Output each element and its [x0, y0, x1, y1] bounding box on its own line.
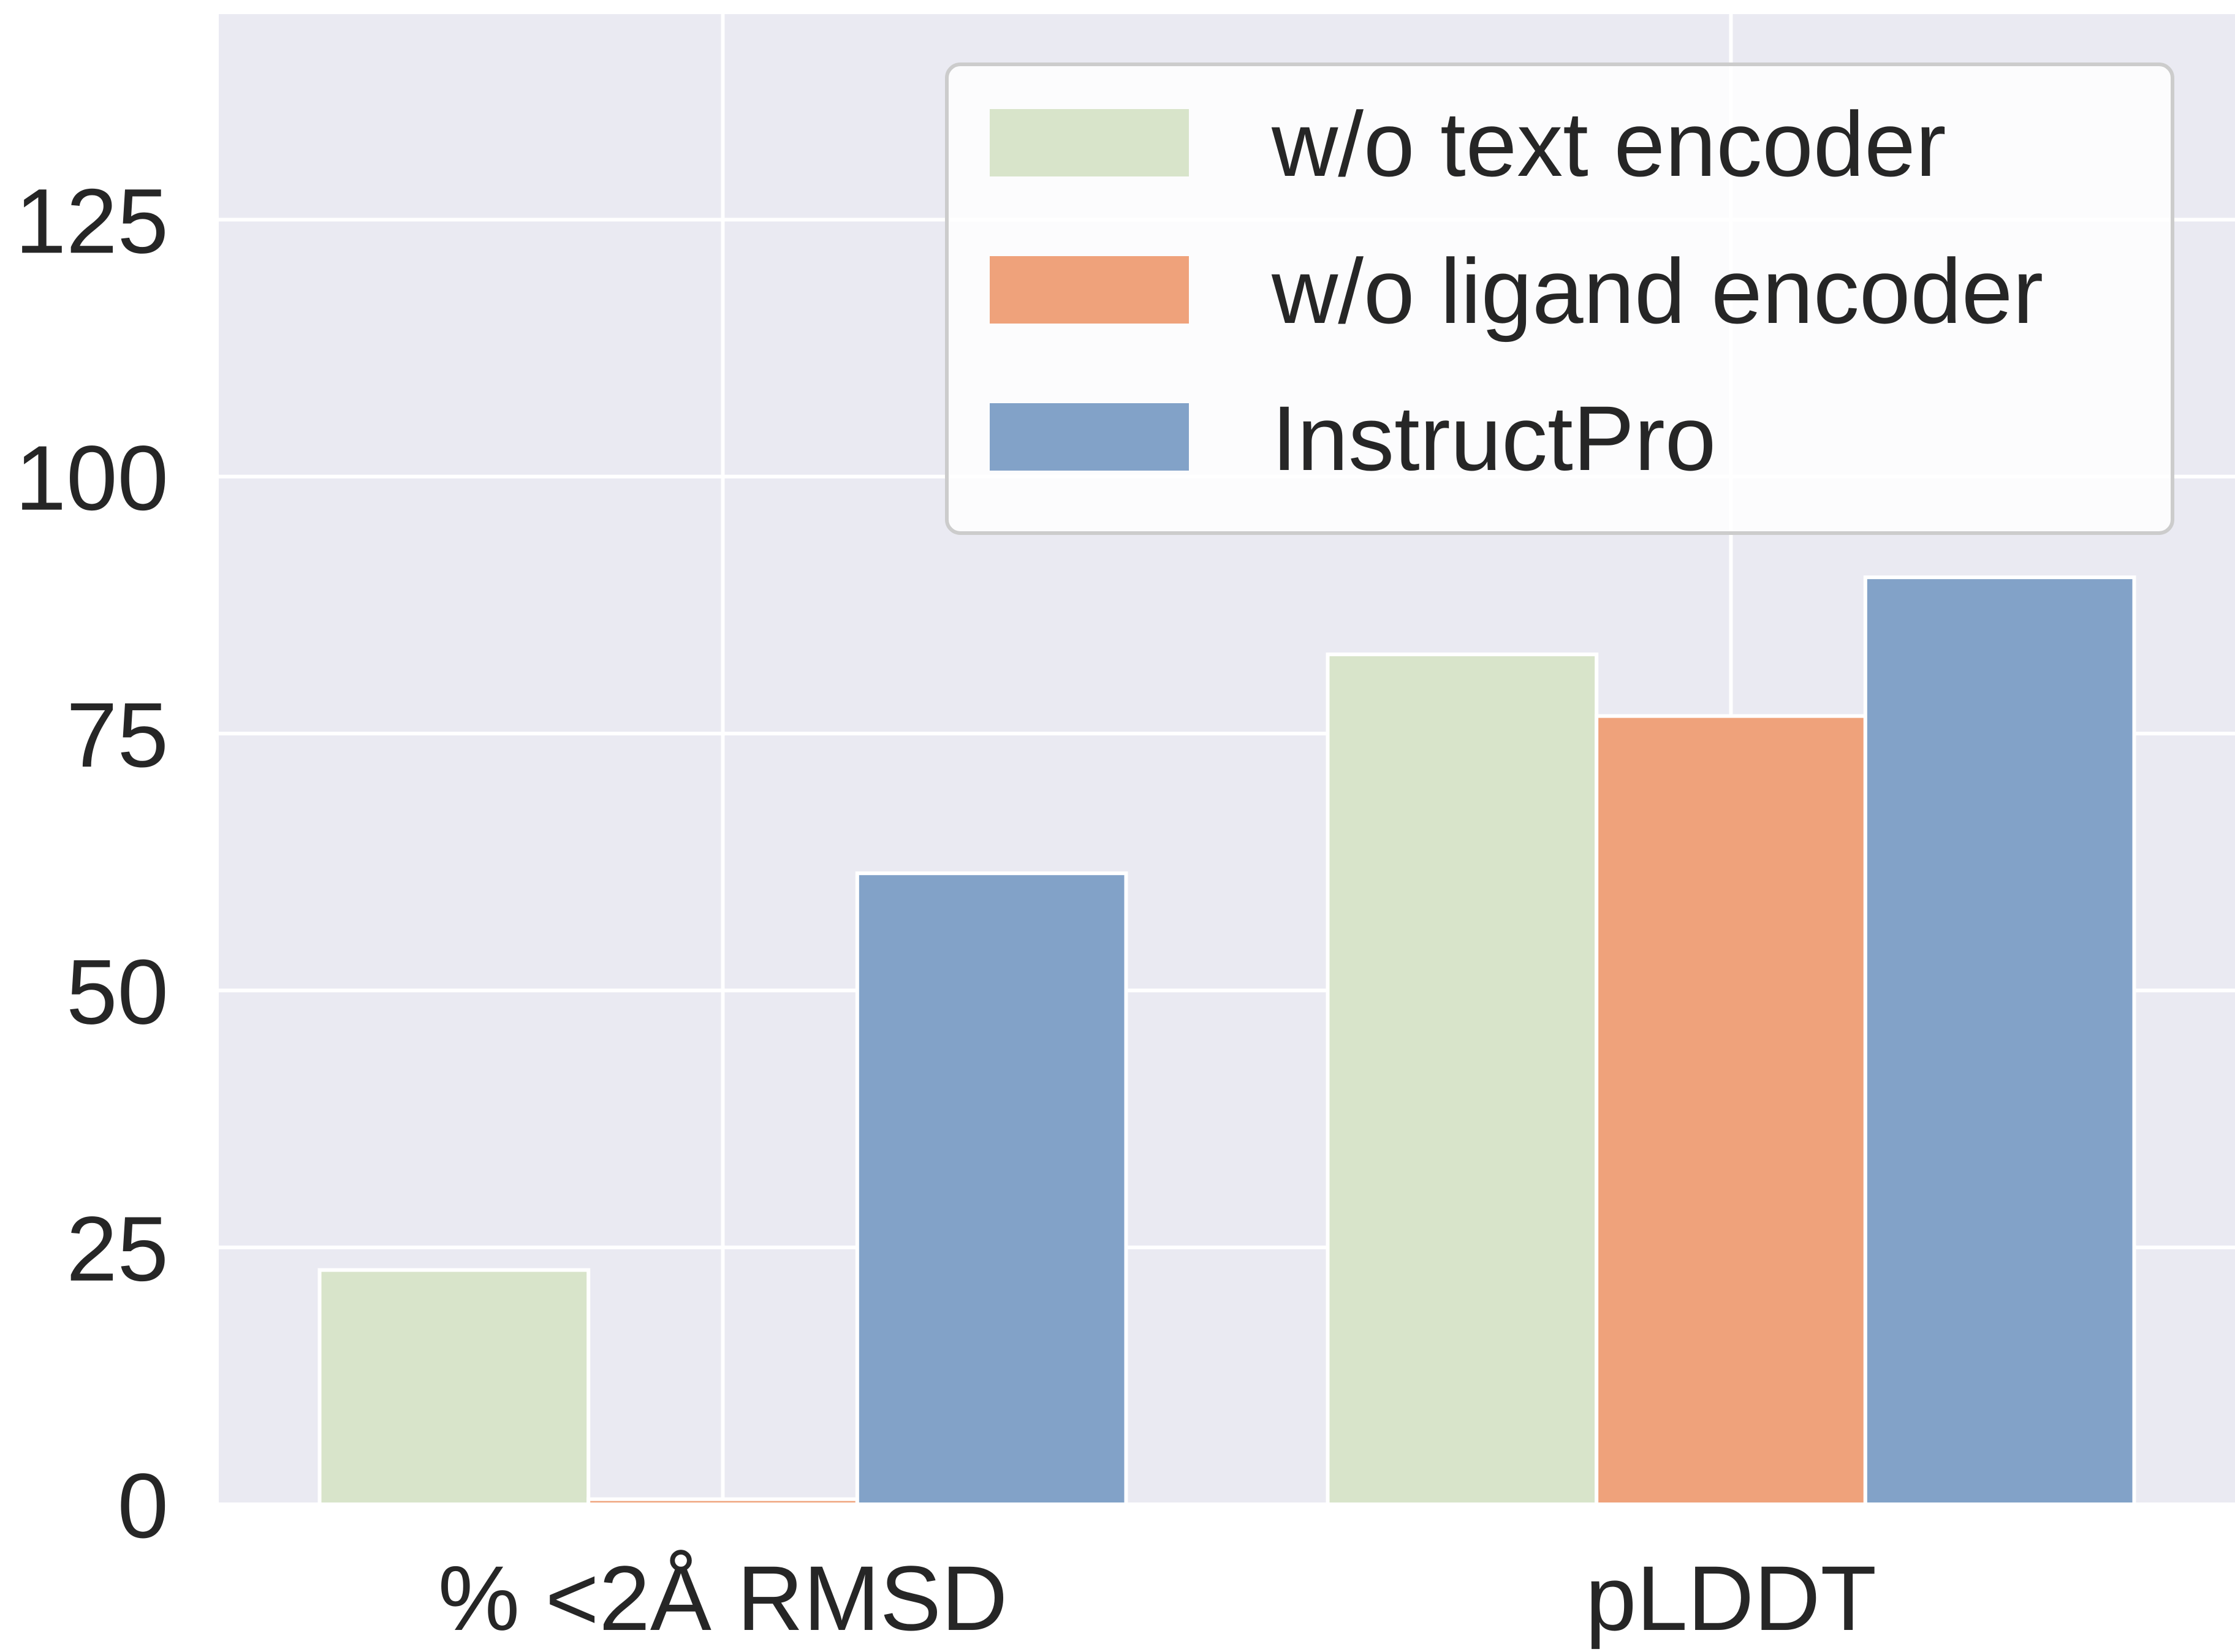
x-axis-ticks: % <2Å RMSD pLDDT [438, 1547, 1876, 1650]
bar-series2-cat1 [1863, 575, 2136, 1506]
legend-swatch-2 [990, 403, 1189, 471]
bar-series1-cat0 [586, 1497, 859, 1506]
y-tick-label-3: 75 [66, 683, 169, 786]
bar-series2-cat0 [855, 871, 1128, 1506]
bar-series0-cat0 [317, 1268, 591, 1506]
bar-series0-cat1 [1326, 652, 1599, 1506]
legend: w/o text encoder w/o ligand encoder Instru… [945, 63, 2174, 535]
y-tick-label-2: 50 [66, 940, 169, 1043]
y-tick-label-0: 0 [118, 1454, 169, 1557]
bar-series1-cat1 [1595, 714, 1867, 1506]
bars [317, 575, 2136, 1506]
legend-swatch-1 [990, 256, 1189, 324]
legend-label-0: w/o text encoder [1271, 93, 1946, 195]
legend-label-1: w/o ligand encoder [1271, 240, 2043, 343]
y-tick-label-4: 100 [15, 426, 169, 529]
y-tick-label-5: 125 [15, 169, 169, 272]
legend-swatch-0 [990, 109, 1189, 176]
y-axis-ticks: 0 25 50 75 100 125 [15, 169, 169, 1557]
x-tick-label-1: pLDDT [1585, 1547, 1876, 1650]
y-tick-label-1: 25 [66, 1197, 169, 1300]
legend-box [945, 63, 2174, 535]
legend-label-2: InstructPro [1272, 387, 1716, 490]
x-tick-label-0: % <2Å RMSD [438, 1547, 1007, 1650]
